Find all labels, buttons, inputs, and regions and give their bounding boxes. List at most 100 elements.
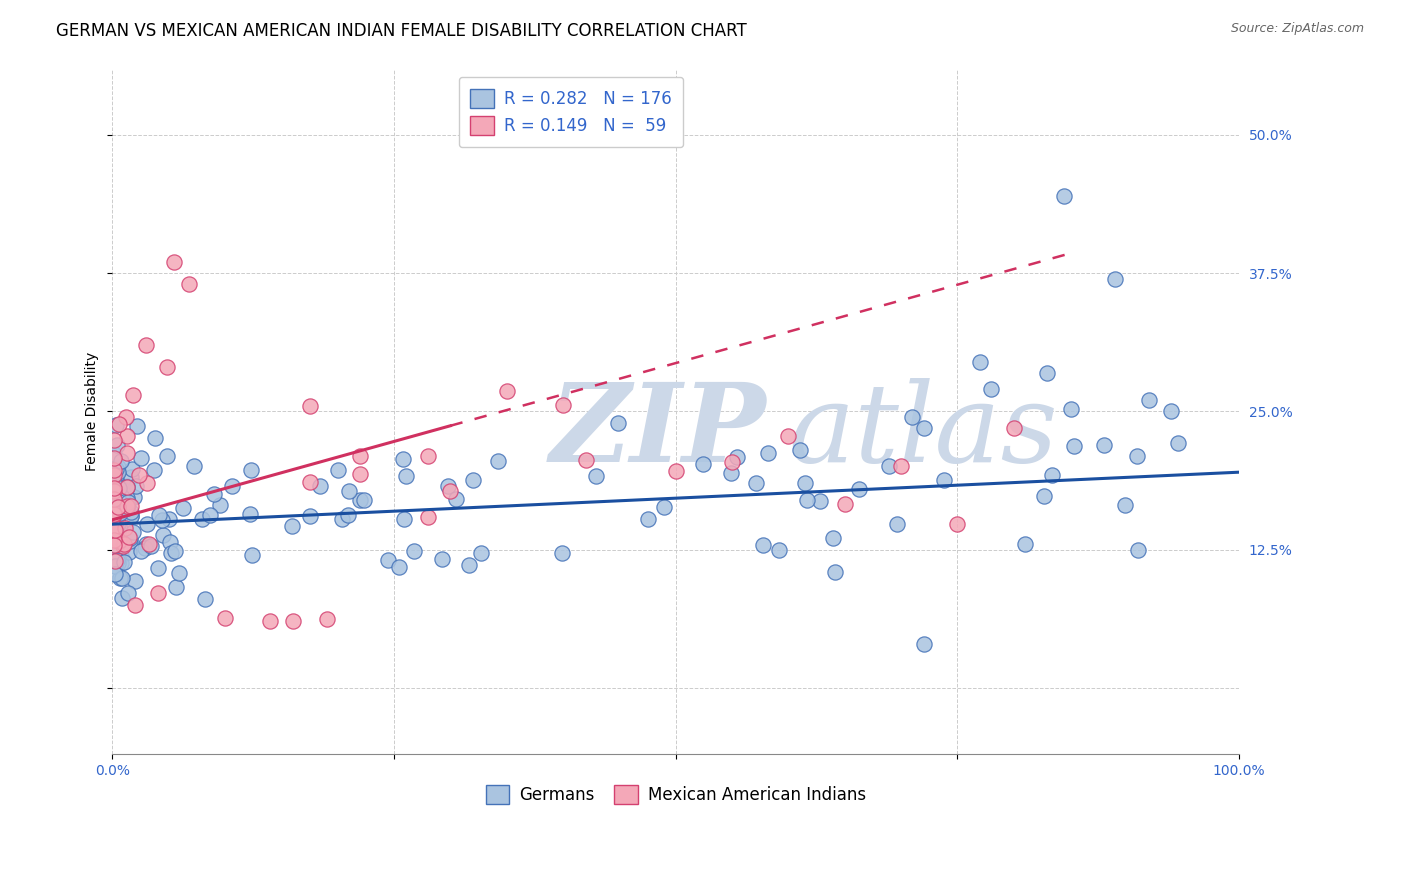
- Point: [108, 500, 131, 515]
- Point: [1036, 366, 1059, 380]
- Point: [436, 478, 458, 492]
- Point: [104, 512, 127, 526]
- Point: [146, 586, 169, 600]
- Point: [388, 560, 411, 574]
- Point: [103, 463, 125, 477]
- Point: [486, 454, 509, 468]
- Point: [299, 509, 322, 524]
- Point: [111, 490, 134, 504]
- Point: [124, 574, 146, 588]
- Point: [103, 481, 125, 495]
- Point: [125, 479, 148, 493]
- Point: [404, 544, 426, 558]
- Point: [221, 479, 243, 493]
- Point: [756, 446, 779, 460]
- Point: [103, 507, 125, 521]
- Point: [157, 512, 180, 526]
- Point: [103, 483, 125, 497]
- Point: [1053, 188, 1076, 202]
- Point: [118, 531, 141, 545]
- Point: [202, 487, 225, 501]
- Point: [134, 541, 156, 556]
- Point: [124, 598, 146, 612]
- Point: [108, 481, 131, 495]
- Point: [103, 542, 125, 557]
- Point: [160, 546, 183, 560]
- Point: [143, 463, 166, 477]
- Point: [458, 558, 481, 572]
- Point: [165, 544, 187, 558]
- Point: [122, 525, 145, 540]
- Point: [1033, 489, 1056, 503]
- Point: [778, 429, 800, 443]
- Point: [752, 538, 775, 552]
- Point: [439, 483, 461, 498]
- Point: [794, 475, 817, 490]
- Point: [392, 452, 415, 467]
- Point: [159, 534, 181, 549]
- Point: [120, 508, 142, 523]
- Point: [337, 508, 360, 523]
- Point: [470, 546, 492, 560]
- Point: [461, 474, 484, 488]
- Point: [104, 559, 127, 574]
- Point: [821, 531, 844, 545]
- Point: [110, 453, 132, 467]
- Point: [105, 461, 128, 475]
- Point: [1126, 542, 1149, 557]
- Point: [349, 449, 371, 463]
- Point: [848, 482, 870, 496]
- Point: [110, 491, 132, 505]
- Point: [105, 537, 128, 551]
- Point: [353, 493, 375, 508]
- Point: [103, 491, 125, 506]
- Point: [108, 571, 131, 585]
- Point: [112, 555, 135, 569]
- Point: [416, 449, 439, 463]
- Point: [104, 524, 127, 538]
- Point: [128, 467, 150, 482]
- Point: [110, 522, 132, 536]
- Point: [239, 507, 262, 521]
- Point: [637, 512, 659, 526]
- Point: [886, 517, 908, 532]
- Point: [103, 513, 125, 527]
- Point: [120, 534, 142, 549]
- Point: [110, 571, 132, 585]
- Point: [259, 615, 281, 629]
- Point: [105, 514, 128, 528]
- Point: [163, 255, 186, 269]
- Point: [103, 519, 125, 533]
- Point: [912, 637, 935, 651]
- Point: [103, 533, 125, 547]
- Point: [901, 409, 924, 424]
- Point: [105, 553, 128, 567]
- Point: [103, 515, 125, 529]
- Point: [111, 539, 134, 553]
- Point: [141, 539, 163, 553]
- Point: [115, 446, 138, 460]
- Point: [879, 458, 901, 473]
- Point: [177, 277, 200, 292]
- Point: [330, 512, 353, 526]
- Point: [120, 508, 142, 523]
- Point: [103, 510, 125, 524]
- Point: [551, 545, 574, 559]
- Point: [103, 508, 125, 523]
- Point: [191, 511, 214, 525]
- Point: [1002, 421, 1025, 435]
- Point: [152, 528, 174, 542]
- Point: [103, 545, 125, 559]
- Point: [969, 354, 991, 368]
- Point: [110, 549, 132, 563]
- Point: [377, 552, 399, 566]
- Point: [115, 429, 138, 443]
- Point: [103, 508, 125, 523]
- Point: [430, 551, 453, 566]
- Point: [721, 455, 744, 469]
- Point: [103, 468, 125, 483]
- Point: [108, 487, 131, 501]
- Point: [117, 478, 139, 492]
- Point: [118, 545, 141, 559]
- Point: [136, 517, 159, 532]
